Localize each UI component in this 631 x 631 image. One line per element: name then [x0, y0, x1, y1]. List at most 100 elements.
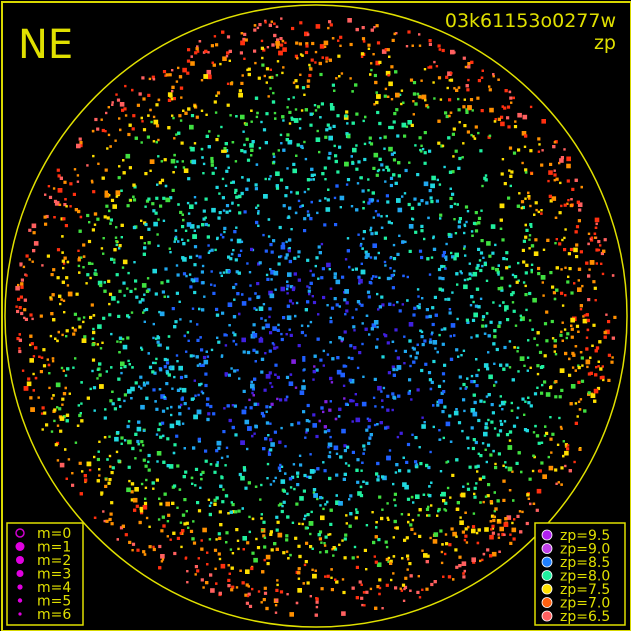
- star-point: [455, 565, 459, 569]
- star-point: [554, 242, 557, 245]
- star-point: [270, 385, 274, 388]
- star-point: [553, 141, 557, 144]
- star-point: [599, 376, 603, 380]
- star-point: [254, 425, 258, 429]
- star-point: [295, 41, 299, 45]
- star-point: [315, 600, 319, 604]
- star-point: [131, 549, 134, 552]
- star-point: [471, 446, 475, 451]
- star-point: [472, 512, 476, 515]
- star-point: [201, 264, 205, 268]
- star-point: [290, 423, 294, 427]
- star-point: [477, 452, 480, 455]
- star-point: [394, 504, 397, 507]
- star-point: [367, 189, 370, 192]
- star-point: [115, 93, 118, 96]
- star-point: [142, 311, 145, 314]
- star-point: [359, 244, 362, 247]
- star-point: [457, 225, 461, 229]
- star-point: [512, 96, 515, 100]
- star-point: [351, 121, 355, 125]
- star-point: [342, 384, 346, 387]
- star-point: [186, 222, 192, 227]
- star-point: [206, 235, 210, 239]
- star-point: [457, 86, 461, 89]
- star-point: [474, 211, 478, 215]
- star-point: [272, 152, 275, 156]
- star-point: [187, 526, 190, 529]
- star-point: [525, 521, 529, 526]
- star-point: [350, 205, 354, 208]
- star-point: [276, 45, 280, 49]
- star-point: [306, 475, 309, 479]
- star-point: [169, 423, 175, 429]
- star-point: [172, 451, 176, 455]
- star-point: [220, 476, 224, 480]
- star-point: [196, 45, 199, 48]
- star-point: [457, 355, 460, 358]
- star-point: [470, 295, 474, 299]
- star-point: [124, 84, 127, 88]
- star-point: [207, 498, 211, 501]
- star-point: [438, 276, 442, 280]
- star-point: [394, 349, 398, 353]
- star-point: [439, 213, 443, 217]
- star-point: [522, 281, 526, 284]
- star-point: [436, 403, 440, 407]
- star-point: [327, 533, 330, 536]
- star-point: [334, 154, 338, 158]
- star-point: [522, 239, 526, 243]
- star-point: [377, 475, 380, 478]
- star-point: [32, 389, 35, 392]
- star-point: [101, 176, 105, 180]
- star-point: [454, 232, 458, 235]
- star-point: [295, 191, 299, 195]
- color-legend-label: zp=9.5: [560, 528, 610, 544]
- star-point: [172, 116, 175, 120]
- star-point: [41, 428, 44, 431]
- star-point: [273, 22, 276, 25]
- star-point: [309, 532, 312, 536]
- star-point: [515, 280, 519, 284]
- star-point: [308, 286, 311, 289]
- star-point: [435, 199, 439, 203]
- star-point: [463, 223, 466, 226]
- star-point: [401, 195, 404, 198]
- star-point: [387, 74, 390, 77]
- star-point: [85, 282, 88, 285]
- star-point: [492, 515, 496, 518]
- star-point: [576, 415, 579, 418]
- star-point: [329, 400, 332, 403]
- star-point: [318, 251, 322, 255]
- star-point: [202, 51, 206, 54]
- star-point: [337, 415, 341, 418]
- star-point: [377, 538, 381, 542]
- star-point: [130, 311, 134, 314]
- star-point: [533, 337, 536, 340]
- star-point: [33, 241, 39, 246]
- star-point: [427, 505, 430, 509]
- star-point: [193, 414, 198, 420]
- star-point: [250, 154, 253, 157]
- star-point: [148, 365, 153, 369]
- star-point: [593, 236, 597, 239]
- star-point: [428, 149, 432, 153]
- star-point: [551, 432, 555, 436]
- star-point: [541, 149, 544, 152]
- star-point: [433, 580, 437, 584]
- star-point: [311, 41, 315, 46]
- star-point: [399, 431, 403, 435]
- star-point: [361, 461, 364, 464]
- star-point: [212, 291, 216, 295]
- star-point: [256, 402, 260, 406]
- star-point: [344, 313, 347, 316]
- star-point: [328, 476, 332, 481]
- star-point: [285, 240, 288, 244]
- star-point: [610, 360, 614, 364]
- star-point: [251, 517, 255, 521]
- star-point: [554, 353, 558, 356]
- star-point: [186, 201, 190, 205]
- star-point: [215, 94, 218, 97]
- star-point: [378, 586, 382, 590]
- star-point: [52, 268, 56, 272]
